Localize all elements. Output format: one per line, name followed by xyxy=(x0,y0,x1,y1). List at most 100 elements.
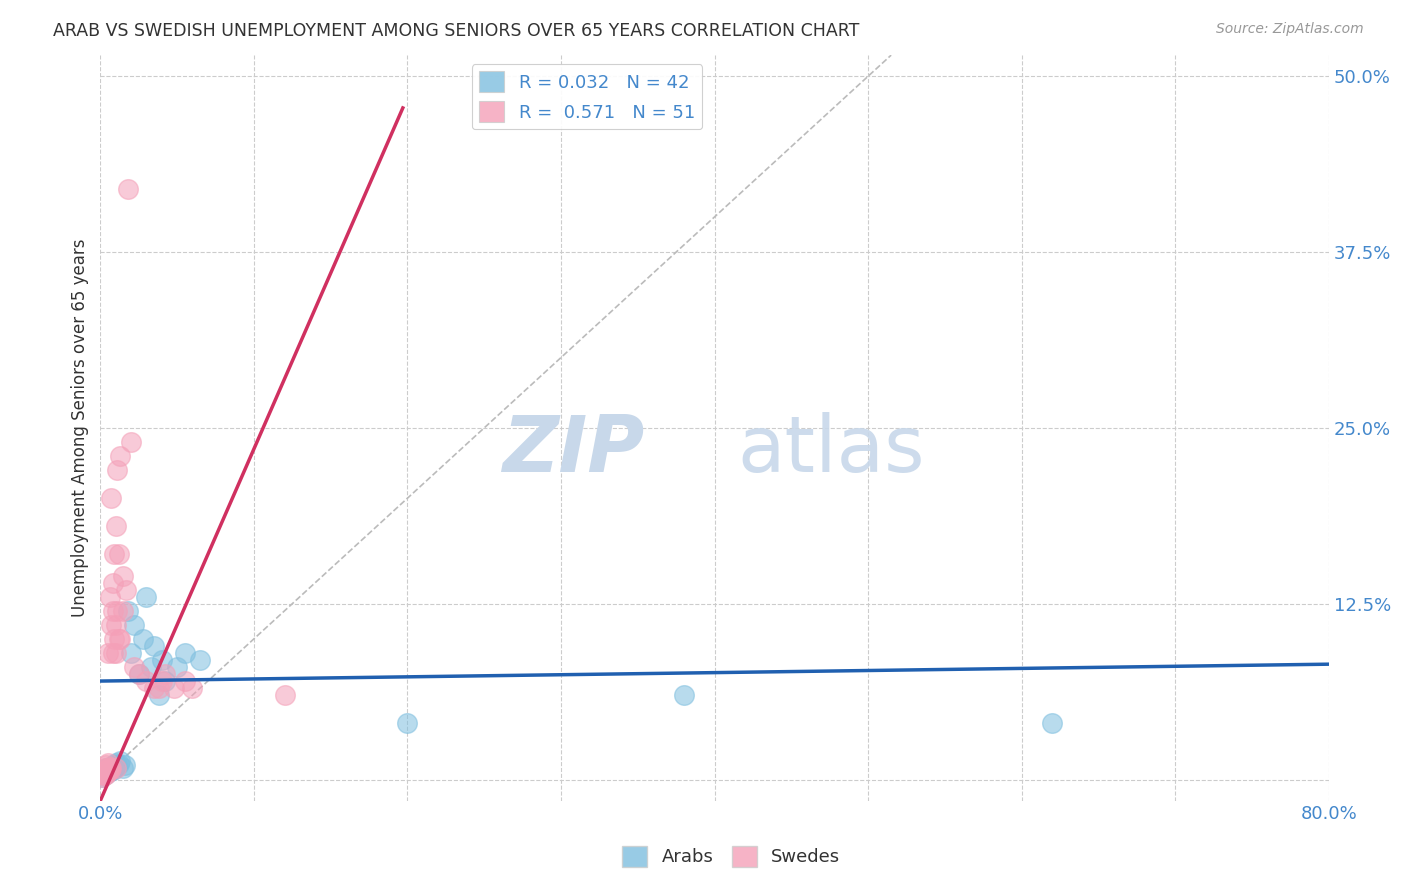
Point xyxy=(135,674,157,689)
Point xyxy=(103,632,125,646)
Point xyxy=(112,568,135,582)
Point xyxy=(104,756,127,770)
Point xyxy=(120,646,142,660)
Point xyxy=(128,667,150,681)
Point xyxy=(90,770,112,784)
Point xyxy=(96,758,118,772)
Point xyxy=(188,653,211,667)
Point xyxy=(150,674,173,689)
Point xyxy=(94,764,117,778)
Point xyxy=(103,548,125,562)
Point xyxy=(105,604,128,618)
Point xyxy=(166,660,188,674)
Point xyxy=(97,763,120,777)
Point xyxy=(396,716,419,731)
Point xyxy=(117,604,139,618)
Text: ZIP: ZIP xyxy=(502,412,644,488)
Point xyxy=(101,646,124,660)
Point xyxy=(90,767,112,781)
Point xyxy=(173,646,195,660)
Point xyxy=(93,768,115,782)
Point xyxy=(97,646,120,660)
Point xyxy=(98,761,121,775)
Point xyxy=(104,646,127,660)
Point xyxy=(120,434,142,449)
Point xyxy=(100,761,122,775)
Point xyxy=(94,764,117,778)
Point xyxy=(104,761,127,775)
Y-axis label: Unemployment Among Seniors over 65 years: Unemployment Among Seniors over 65 years xyxy=(72,239,89,617)
Point xyxy=(93,765,115,780)
Point xyxy=(150,653,173,667)
Text: Source: ZipAtlas.com: Source: ZipAtlas.com xyxy=(1216,22,1364,37)
Point xyxy=(98,764,121,778)
Point xyxy=(96,763,118,777)
Point xyxy=(96,761,118,775)
Point xyxy=(153,674,176,689)
Point xyxy=(181,681,204,695)
Point xyxy=(104,617,127,632)
Point xyxy=(107,548,129,562)
Point xyxy=(110,754,132,768)
Point xyxy=(110,632,132,646)
Point xyxy=(128,667,150,681)
Point xyxy=(672,688,695,702)
Point xyxy=(97,765,120,780)
Point xyxy=(148,688,170,702)
Point xyxy=(90,770,112,784)
Point xyxy=(107,757,129,772)
Point xyxy=(273,688,295,702)
Point xyxy=(148,681,170,695)
Text: atlas: atlas xyxy=(738,412,925,488)
Point xyxy=(163,681,186,695)
Point xyxy=(132,632,155,646)
Point xyxy=(105,463,128,477)
Point xyxy=(96,764,118,778)
Point xyxy=(100,617,122,632)
Point xyxy=(107,632,129,646)
Point xyxy=(114,758,136,772)
Point xyxy=(101,763,124,777)
Point xyxy=(135,590,157,604)
Point xyxy=(153,667,176,681)
Point xyxy=(105,758,128,772)
Point xyxy=(97,756,120,770)
Point xyxy=(112,761,135,775)
Point xyxy=(98,590,121,604)
Point xyxy=(100,760,122,774)
Point xyxy=(101,575,124,590)
Point xyxy=(143,681,166,695)
Point xyxy=(100,763,122,777)
Point xyxy=(100,491,122,506)
Point xyxy=(94,767,117,781)
Point xyxy=(98,760,121,774)
Point xyxy=(97,761,120,775)
Point xyxy=(94,765,117,780)
Point xyxy=(94,768,117,782)
Point xyxy=(104,519,127,533)
Legend: Arabs, Swedes: Arabs, Swedes xyxy=(614,838,848,874)
Point xyxy=(96,767,118,781)
Point xyxy=(139,660,162,674)
Point xyxy=(1040,716,1063,731)
Point xyxy=(93,768,115,782)
Point xyxy=(101,604,124,618)
Point xyxy=(103,761,125,775)
Point xyxy=(115,582,138,597)
Point xyxy=(122,660,145,674)
Point xyxy=(101,758,124,772)
Point xyxy=(122,617,145,632)
Point xyxy=(112,604,135,618)
Point xyxy=(93,767,115,781)
Legend: R = 0.032   N = 42, R =  0.571   N = 51: R = 0.032 N = 42, R = 0.571 N = 51 xyxy=(472,64,702,129)
Point xyxy=(143,639,166,653)
Point xyxy=(104,760,127,774)
Point xyxy=(97,765,120,780)
Point xyxy=(98,763,121,777)
Point xyxy=(94,761,117,775)
Point xyxy=(110,449,132,463)
Point xyxy=(96,767,118,781)
Text: ARAB VS SWEDISH UNEMPLOYMENT AMONG SENIORS OVER 65 YEARS CORRELATION CHART: ARAB VS SWEDISH UNEMPLOYMENT AMONG SENIO… xyxy=(53,22,860,40)
Point xyxy=(173,674,195,689)
Point xyxy=(117,182,139,196)
